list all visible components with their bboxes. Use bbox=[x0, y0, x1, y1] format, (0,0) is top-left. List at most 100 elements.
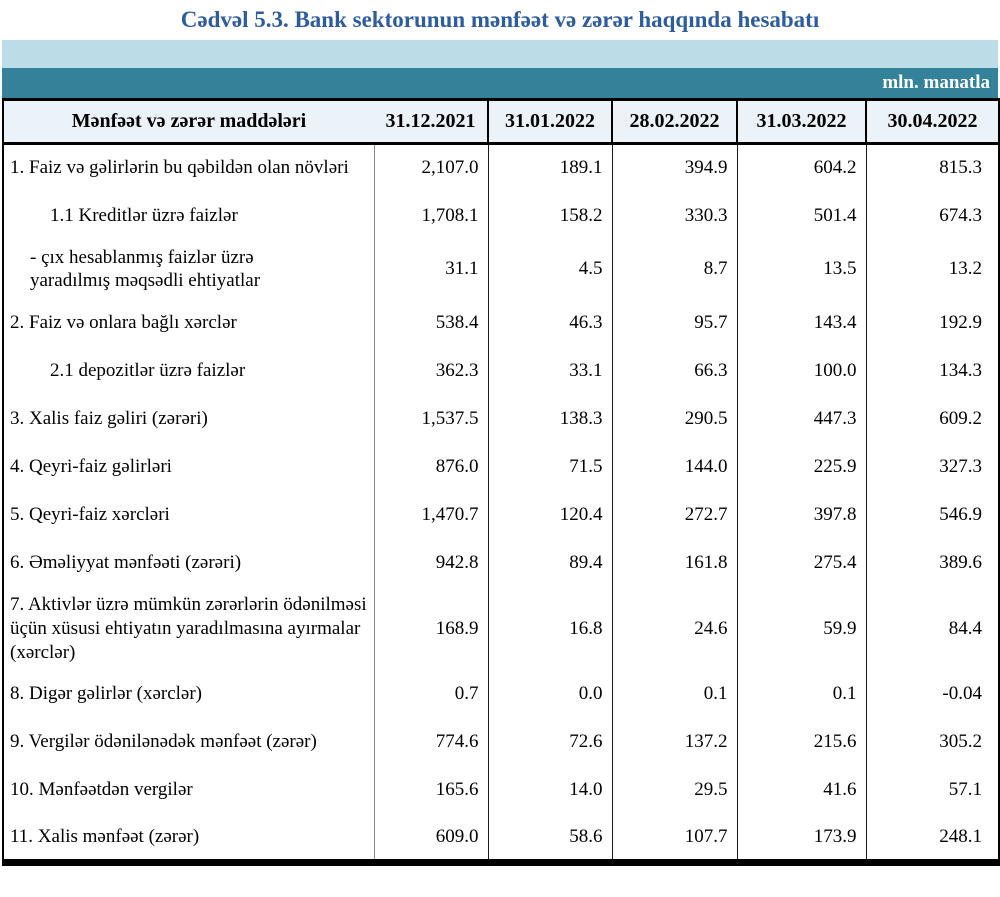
table-row: 1.1 Kreditlər üzrə faizlər 1,708.1 158.2 33… bbox=[3, 191, 999, 240]
table-row: 11. Xalis mənfəət (zərər) 609.0 58.6 107.7 1… bbox=[3, 814, 999, 863]
cell-value: 16.8 bbox=[487, 587, 612, 671]
row-label: 2. Faiz və onlara bağlı xərclər bbox=[3, 299, 375, 347]
table-row: 2. Faiz və onlara bağlı xərclər 538.4 46.3… bbox=[3, 299, 999, 347]
table-row: 6. Əməliyyat mənfəəti (zərəri) 942.8 89.4 1… bbox=[3, 539, 999, 587]
cell-value: 58.6 bbox=[487, 814, 612, 863]
row-label: 11. Xalis mənfəət (zərər) bbox=[3, 814, 375, 863]
cell-value: 0.0 bbox=[487, 670, 612, 719]
cell-value: 33.1 bbox=[487, 347, 612, 395]
row-label: 1.1 Kreditlər üzrə faizlər bbox=[3, 191, 375, 240]
column-header-date: 30.04.2022 bbox=[865, 99, 999, 145]
table-row: 4. Qeyri-faiz gəlirləri 876.0 71.5 144.0 225… bbox=[3, 443, 999, 491]
row-label: 3. Xalis faiz gəliri (zərəri) bbox=[3, 395, 375, 443]
table-row: 2.1 depozitlər üzrə faizlər 362.3 33.1 66.3… bbox=[3, 347, 999, 395]
cell-value: 275.4 bbox=[736, 539, 866, 587]
cell-value: 2,107.0 bbox=[374, 143, 488, 192]
cell-value: 29.5 bbox=[611, 766, 737, 815]
cell-value: 815.3 bbox=[865, 143, 999, 192]
cell-value: 107.7 bbox=[611, 814, 737, 863]
cell-value: 774.6 bbox=[374, 718, 488, 767]
cell-value: 137.2 bbox=[611, 718, 737, 767]
cell-value: 138.3 bbox=[487, 395, 612, 443]
cell-value: 215.6 bbox=[736, 718, 866, 767]
cell-value: 14.0 bbox=[487, 766, 612, 815]
cell-value: 89.4 bbox=[487, 539, 612, 587]
cell-value: 158.2 bbox=[487, 191, 612, 240]
unit-band: mln. manatla bbox=[2, 68, 998, 98]
row-label: 9. Vergilər ödənilənədək mənfəət (zərər) bbox=[3, 718, 375, 767]
cell-value: 161.8 bbox=[611, 539, 737, 587]
cell-value: 290.5 bbox=[611, 395, 737, 443]
cell-value: 389.6 bbox=[865, 539, 999, 587]
row-label: 4. Qeyri-faiz gəlirləri bbox=[3, 443, 375, 491]
cell-value: 59.9 bbox=[736, 587, 866, 671]
cell-value: 8.7 bbox=[611, 239, 737, 299]
cell-value: 95.7 bbox=[611, 299, 737, 347]
column-header-items: Mənfəət və zərər maddələri bbox=[3, 99, 374, 145]
cell-value: 604.2 bbox=[736, 143, 866, 192]
column-header-date: 31.03.2022 bbox=[736, 99, 866, 145]
cell-value: 394.9 bbox=[611, 143, 737, 192]
cell-value: 0.7 bbox=[374, 670, 488, 719]
cell-value: 46.3 bbox=[487, 299, 612, 347]
cell-value: 134.3 bbox=[865, 347, 999, 395]
cell-value: 0.1 bbox=[736, 670, 866, 719]
row-label: 6. Əməliyyat mənfəəti (zərəri) bbox=[3, 539, 375, 587]
cell-value: -0.04 bbox=[865, 670, 999, 719]
row-label: 8. Digər gəlirlər (xərclər) bbox=[3, 670, 375, 719]
row-label: 7. Aktivlər üzrə mümkün zərərlərin ödəni… bbox=[3, 587, 375, 671]
cell-value: 189.1 bbox=[487, 143, 612, 192]
page-title: Cədvəl 5.3. Bank sektorunun mənfəət və z… bbox=[180, 7, 820, 32]
cell-value: 66.3 bbox=[611, 347, 737, 395]
cell-value: 942.8 bbox=[374, 539, 488, 587]
cell-value: 84.4 bbox=[865, 587, 999, 671]
table-row: 5. Qeyri-faiz xərcləri 1,470.7 120.4 272.7 3… bbox=[3, 491, 999, 539]
table-row: 8. Digər gəlirlər (xərclər) 0.7 0.0 0.1 0.1-… bbox=[3, 670, 999, 719]
row-label: 1. Faiz və gəlirlərin bu qəbildən olan n… bbox=[3, 143, 375, 192]
cell-value: 4.5 bbox=[487, 239, 612, 299]
cell-value: 305.2 bbox=[865, 718, 999, 767]
row-label: - çıx hesablanmış faizlər üzrə yaradılmı… bbox=[3, 239, 375, 299]
profit-loss-table: Mənfəət və zərər maddələri 31.12.2021 31.… bbox=[2, 98, 1000, 866]
decorative-band-light bbox=[2, 40, 998, 68]
cell-value: 24.6 bbox=[611, 587, 737, 671]
cell-value: 168.9 bbox=[374, 587, 488, 671]
column-header-date: 28.02.2022 bbox=[611, 99, 737, 145]
cell-value: 501.4 bbox=[736, 191, 866, 240]
cell-value: 546.9 bbox=[865, 491, 999, 539]
cell-value: 609.2 bbox=[865, 395, 999, 443]
cell-value: 173.9 bbox=[736, 814, 866, 863]
cell-value: 144.0 bbox=[611, 443, 737, 491]
table-row: 10. Mənfəətdən vergilər 165.6 14.0 29.5 41.6… bbox=[3, 766, 999, 815]
row-label: 5. Qeyri-faiz xərcləri bbox=[3, 491, 375, 539]
cell-value: 71.5 bbox=[487, 443, 612, 491]
cell-value: 272.7 bbox=[611, 491, 737, 539]
cell-value: 143.4 bbox=[736, 299, 866, 347]
cell-value: 31.1 bbox=[374, 239, 488, 299]
cell-value: 609.0 bbox=[374, 814, 488, 863]
cell-value: 1,708.1 bbox=[374, 191, 488, 240]
cell-value: 248.1 bbox=[865, 814, 999, 863]
column-header-date: 31.01.2022 bbox=[487, 99, 612, 145]
table-body: 1. Faiz və gəlirlərin bu qəbildən olan n… bbox=[3, 143, 999, 863]
unit-label: mln. manatla bbox=[882, 72, 990, 93]
cell-value: 1,537.5 bbox=[374, 395, 488, 443]
cell-value: 192.9 bbox=[865, 299, 999, 347]
cell-value: 225.9 bbox=[736, 443, 866, 491]
cell-value: 1,470.7 bbox=[374, 491, 488, 539]
cell-value: 674.3 bbox=[865, 191, 999, 240]
table-row: 3. Xalis faiz gəliri (zərəri) 1,537.5 138.… bbox=[3, 395, 999, 443]
cell-value: 41.6 bbox=[736, 766, 866, 815]
cell-value: 100.0 bbox=[736, 347, 866, 395]
cell-value: 13.2 bbox=[865, 239, 999, 299]
cell-value: 538.4 bbox=[374, 299, 488, 347]
cell-value: 876.0 bbox=[374, 443, 488, 491]
cell-value: 327.3 bbox=[865, 443, 999, 491]
cell-value: 72.6 bbox=[487, 718, 612, 767]
table-row: 7. Aktivlər üzrə mümkün zərərlərin ödəni… bbox=[3, 587, 999, 671]
cell-value: 330.3 bbox=[611, 191, 737, 240]
cell-value: 120.4 bbox=[487, 491, 612, 539]
table-row: - çıx hesablanmış faizlər üzrə yaradılmı… bbox=[3, 239, 999, 299]
cell-value: 362.3 bbox=[374, 347, 488, 395]
